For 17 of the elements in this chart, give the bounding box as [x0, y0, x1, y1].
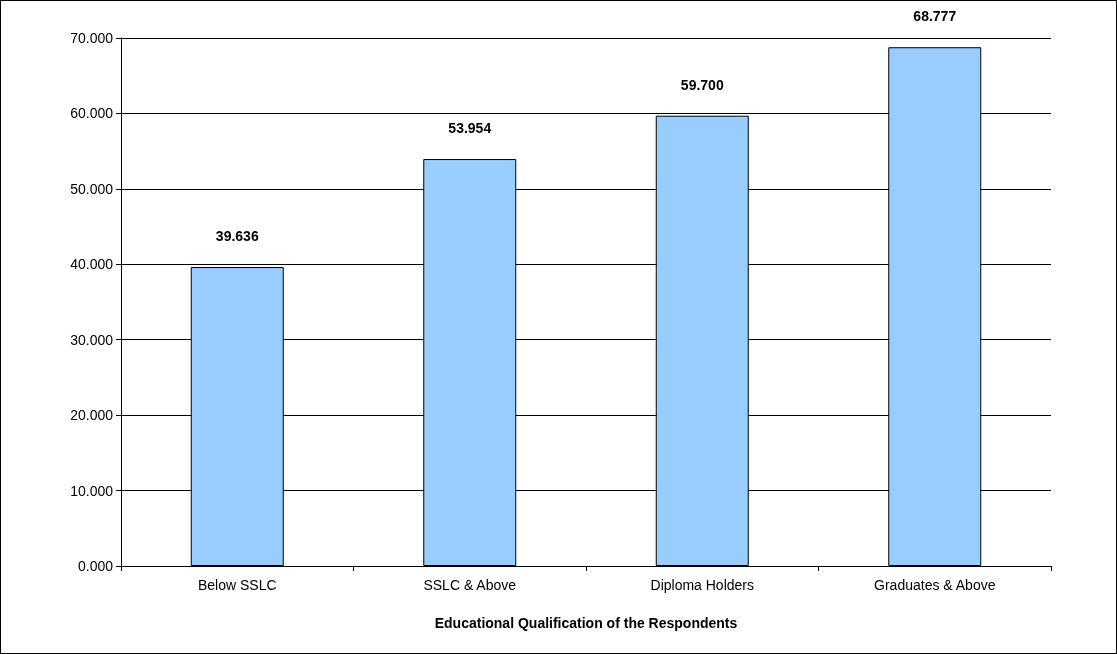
y-tick-label: 60.000	[70, 105, 114, 122]
y-tick-label: 50.000	[70, 180, 114, 197]
x-tick-label: Diploma Holders	[650, 577, 754, 593]
y-tick-label: 20.000	[70, 407, 114, 424]
data-label: 68.777	[913, 8, 957, 25]
y-tick-label: 30.000	[70, 331, 114, 348]
y-tick-label: 40.000	[70, 256, 114, 273]
x-tick-label: Graduates & Above	[874, 577, 996, 593]
data-label: 53.954	[448, 120, 492, 137]
y-tick-label: 0.000	[77, 558, 114, 574]
y-tick-label: 10.000	[70, 482, 114, 499]
x-tick-label: SSLC & Above	[423, 577, 517, 593]
x-tick-label: Below SSLC	[197, 577, 277, 593]
data-label: 59.700	[680, 76, 724, 93]
data-label: 39.636	[215, 228, 259, 245]
y-tick-label: 70.000	[70, 30, 114, 46]
x-axis-title: Educational Qualification of the Respondents	[434, 615, 738, 631]
